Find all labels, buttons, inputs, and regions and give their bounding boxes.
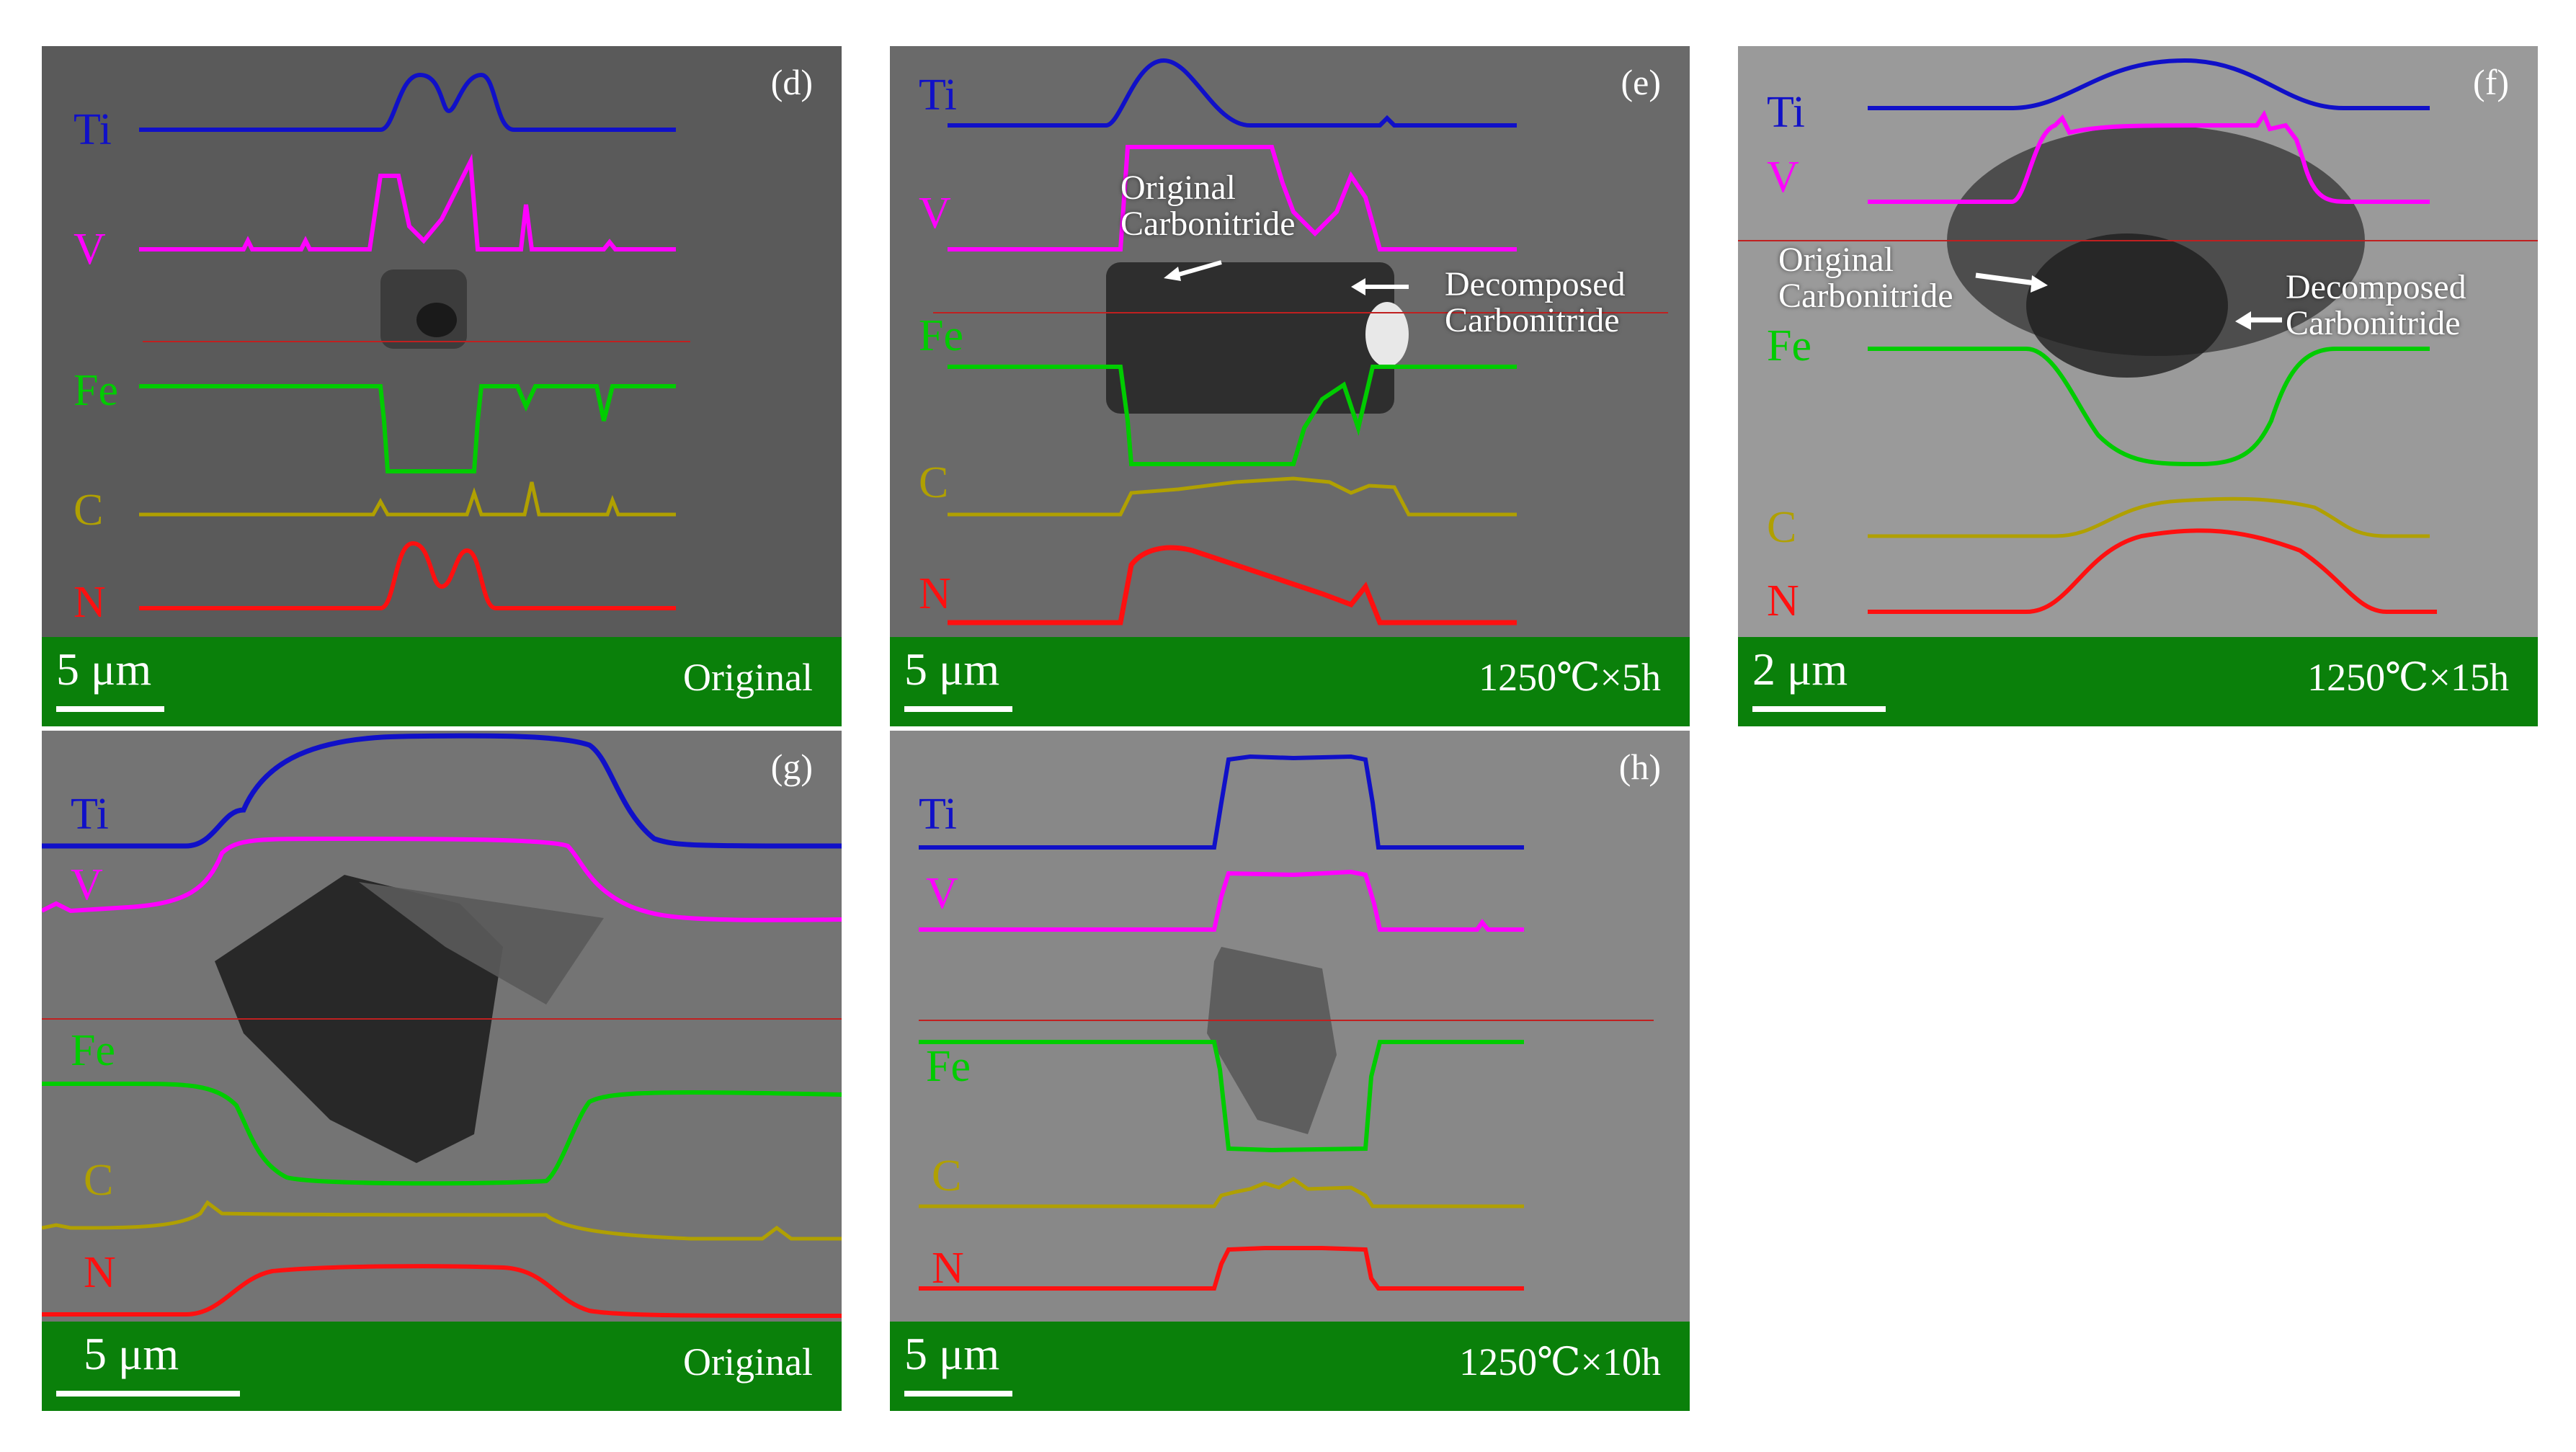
label-fe-g: Fe	[71, 1026, 115, 1075]
condition-label-e: 1250℃×5h	[1479, 656, 1661, 699]
ti-profile-e	[948, 58, 1517, 128]
label-fe-e: Fe	[919, 311, 963, 360]
label-ti-f: Ti	[1767, 88, 1805, 137]
v-profile-e	[948, 145, 1517, 251]
condition-label-h: 1250℃×10h	[1459, 1340, 1661, 1384]
scale-label-f: 2 μm	[1752, 643, 1848, 695]
label-n-f: N	[1767, 576, 1799, 625]
label-c-f: C	[1767, 503, 1797, 552]
label-ti-g: Ti	[71, 790, 109, 839]
label-v-d: V	[73, 225, 106, 274]
label-v-g: V	[71, 860, 103, 909]
scale-bar-h	[904, 1391, 1012, 1397]
fe-profile-f	[1868, 347, 2430, 467]
v-profile-f	[1868, 110, 2430, 204]
sem-image-f	[1738, 46, 2538, 726]
n-profile-f	[1868, 528, 2437, 614]
fe-profile-g	[42, 1082, 842, 1186]
info-bar-e: 5 μm 1250℃×5h	[890, 637, 1690, 726]
condition-label-g: Original	[683, 1340, 813, 1384]
label-n-e: N	[919, 569, 951, 618]
panel-tag-f: (f)	[2473, 62, 2509, 102]
scale-bar-d	[56, 706, 164, 712]
label-v-f: V	[1767, 153, 1799, 202]
label-ti-d: Ti	[73, 105, 112, 154]
n-profile-d	[139, 540, 676, 610]
scale-label-g: 5 μm	[84, 1328, 179, 1379]
scale-bar-f	[1752, 706, 1886, 712]
c-profile-g	[42, 1200, 842, 1241]
condition-label-d: Original	[683, 656, 813, 699]
panel-f: Ti V Fe C N Original Carbonitride Decomp…	[1738, 46, 2538, 726]
annotation-decomposed-e: Decomposed Carbonitride	[1445, 265, 1626, 339]
n-profile-e	[948, 545, 1517, 625]
ti-profile-h	[919, 754, 1524, 850]
scale-label-d: 5 μm	[56, 643, 152, 695]
label-n-g: N	[84, 1248, 116, 1297]
panel-h: Ti V Fe C N (h) 5 μm 1250℃×10h	[890, 731, 1690, 1411]
label-fe-h: Fe	[926, 1042, 971, 1091]
label-c-h: C	[932, 1152, 962, 1201]
info-bar-f: 2 μm 1250℃×15h	[1738, 637, 2538, 726]
sem-image-g	[42, 731, 842, 1411]
c-profile-h	[919, 1177, 1524, 1208]
label-c-d: C	[73, 486, 104, 535]
info-bar-g: 5 μm Original	[42, 1322, 842, 1411]
info-bar-d: 5 μm Original	[42, 637, 842, 726]
v-profile-d	[139, 153, 676, 251]
n-profile-g	[42, 1264, 842, 1318]
label-fe-d: Fe	[73, 366, 118, 415]
v-profile-h	[919, 869, 1524, 932]
scale-label-h: 5 μm	[904, 1328, 1000, 1379]
label-c-g: C	[84, 1156, 114, 1205]
annotation-original-e: Original Carbonitride	[1120, 169, 1296, 243]
info-bar-h: 5 μm 1250℃×10h	[890, 1322, 1690, 1411]
annotation-decomposed-f: Decomposed Carbonitride	[2286, 268, 2466, 342]
label-ti-h: Ti	[919, 790, 957, 839]
panel-tag-g: (g)	[770, 747, 813, 787]
ti-profile-f	[1868, 58, 2430, 110]
panel-tag-h: (h)	[1618, 747, 1661, 787]
label-v-e: V	[919, 189, 951, 238]
label-n-h: N	[932, 1244, 964, 1293]
c-profile-d	[139, 481, 676, 517]
label-c-e: C	[919, 458, 949, 507]
fe-profile-e	[948, 365, 1517, 466]
condition-label-f: 1250℃×15h	[2307, 656, 2509, 699]
fe-profile-h	[919, 1040, 1524, 1153]
panel-g: Ti V Fe C N (g) 5 μm Original	[42, 731, 842, 1411]
c-profile-f	[1868, 496, 2430, 538]
v-profile-g	[42, 837, 842, 922]
sem-image-d	[42, 46, 842, 726]
label-n-d: N	[73, 578, 106, 627]
panel-d: Ti V Fe C N (d) 5 μm Original	[42, 46, 842, 726]
sem-image-e	[890, 46, 1690, 726]
label-ti-e: Ti	[919, 71, 957, 120]
ti-profile-d	[139, 72, 676, 132]
n-profile-h	[919, 1246, 1524, 1291]
c-profile-e	[948, 476, 1517, 517]
annotation-original-f: Original Carbonitride	[1778, 241, 1953, 315]
sem-image-h	[890, 731, 1690, 1411]
panel-tag-d: (d)	[770, 62, 813, 102]
scale-bar-g	[56, 1391, 240, 1397]
scale-bar-e	[904, 706, 1012, 712]
panel-e: Ti V Fe C N Original Carbonitride Decomp…	[890, 46, 1690, 726]
ti-profile-g	[42, 733, 842, 849]
panel-tag-e: (e)	[1621, 62, 1662, 102]
label-v-h: V	[926, 869, 958, 918]
scale-label-e: 5 μm	[904, 643, 1000, 695]
fe-profile-d	[139, 384, 676, 473]
label-fe-f: Fe	[1767, 321, 1811, 370]
